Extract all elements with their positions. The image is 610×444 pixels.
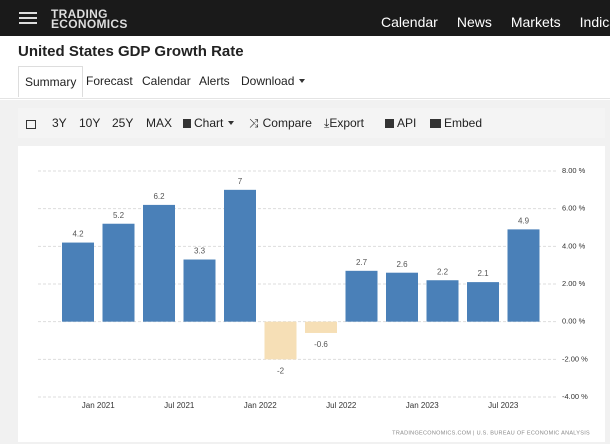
calendar-icon[interactable] bbox=[26, 117, 39, 131]
logo-line: ECONOMICS bbox=[51, 17, 128, 31]
y-tick-label: -2.00 % bbox=[562, 354, 588, 363]
bar bbox=[305, 321, 337, 333]
menu-icon[interactable] bbox=[19, 12, 37, 14]
tool-label: API bbox=[397, 116, 417, 130]
logo[interactable]: TRADING ECONOMICS bbox=[51, 7, 128, 31]
bar bbox=[143, 204, 175, 322]
tool-button[interactable]: Chart bbox=[183, 116, 235, 130]
export-icon: ⤓ bbox=[324, 116, 330, 130]
nav-item[interactable]: News bbox=[456, 14, 492, 30]
x-tick-label: Jul 2022 bbox=[326, 401, 357, 410]
tab[interactable]: Download bbox=[241, 74, 306, 88]
bar bbox=[467, 282, 499, 322]
tool-button[interactable]: 25Y bbox=[112, 116, 134, 130]
y-tick-label: 2.00 % bbox=[562, 279, 586, 288]
value-label: 6.2 bbox=[153, 192, 165, 201]
chart: TRADINGECONOMICS.COM | U.S. BUREAU OF EC… bbox=[38, 166, 590, 436]
value-label: 7 bbox=[238, 177, 243, 186]
tab[interactable]: Forecast bbox=[86, 74, 133, 88]
value-label: 2.7 bbox=[356, 258, 368, 267]
tool-label: Export bbox=[329, 116, 364, 130]
top-bar: TRADING ECONOMICS Calendar News Markets Indi… bbox=[0, 0, 610, 36]
y-tick-label: 6.00 % bbox=[562, 204, 586, 213]
embed-icon bbox=[430, 119, 441, 128]
value-label: 3.3 bbox=[194, 247, 206, 256]
x-tick-label: Jul 2021 bbox=[164, 401, 195, 410]
nav: Calendar News Markets Indica bbox=[381, 14, 610, 30]
dropdown-icon bbox=[228, 121, 235, 125]
bar bbox=[345, 270, 378, 322]
value-label: -2 bbox=[277, 366, 285, 375]
bar bbox=[62, 242, 94, 322]
value-label: 5.2 bbox=[113, 211, 125, 220]
logo-line: TRADING bbox=[51, 7, 108, 21]
tool-button[interactable]: ⤨ Compare bbox=[249, 116, 312, 131]
bar bbox=[264, 321, 297, 360]
dropdown-icon bbox=[299, 79, 306, 83]
value-label: 2.2 bbox=[437, 267, 449, 276]
chart-icon bbox=[183, 119, 191, 128]
y-tick-label: -4.00 % bbox=[562, 392, 588, 401]
tab-label: Download bbox=[241, 74, 295, 88]
tab[interactable]: Calendar bbox=[142, 74, 191, 88]
tool-label: Embed bbox=[444, 116, 483, 130]
x-tick-label: Jan 2023 bbox=[406, 401, 439, 410]
toolbar: 3Y 10Y 25Y MAX Chart ⤨ Compare ⤓Export AP… bbox=[18, 108, 605, 138]
tool-label: Compare bbox=[262, 116, 312, 130]
nav-item[interactable]: Indica bbox=[579, 14, 610, 30]
value-label: -0.6 bbox=[314, 340, 328, 349]
value-label: 2.6 bbox=[396, 260, 408, 269]
bar bbox=[386, 272, 418, 322]
compare-icon: ⤨ bbox=[249, 116, 259, 130]
page-title: United States GDP Growth Rate bbox=[18, 43, 244, 60]
value-label: 2.1 bbox=[477, 269, 489, 278]
tool-button[interactable]: Embed bbox=[430, 116, 482, 130]
tab[interactable]: Alerts bbox=[199, 74, 230, 88]
value-label: 4.2 bbox=[72, 230, 84, 239]
x-tick-label: Jan 2021 bbox=[82, 401, 115, 410]
tabs: Summary Forecast Calendar Alerts Downloa… bbox=[0, 64, 610, 99]
source: TRADINGECONOMICS.COM | U.S. BUREAU OF EC… bbox=[392, 430, 590, 436]
api-icon bbox=[385, 119, 394, 128]
tab[interactable]: Summary bbox=[18, 66, 84, 97]
y-tick-label: 4.00 % bbox=[562, 241, 586, 250]
bar bbox=[183, 259, 216, 322]
x-tick-label: Jan 2022 bbox=[244, 401, 277, 410]
x-tick-label: Jul 2023 bbox=[488, 401, 519, 410]
nav-item[interactable]: Calendar bbox=[381, 14, 438, 30]
y-tick-label: 0.00 % bbox=[562, 317, 586, 326]
bar bbox=[426, 280, 459, 322]
nav-item[interactable]: Markets bbox=[510, 14, 561, 30]
bar bbox=[102, 223, 135, 322]
tool-button[interactable]: 10Y bbox=[79, 116, 101, 130]
tool-label: Chart bbox=[194, 116, 224, 130]
chart-panel: TRADINGECONOMICS.COM | U.S. BUREAU OF EC… bbox=[18, 146, 605, 442]
bar bbox=[224, 189, 256, 322]
tool-button[interactable]: ⤓Export bbox=[324, 116, 364, 131]
value-label: 4.9 bbox=[518, 216, 530, 225]
tool-button[interactable]: 3Y bbox=[52, 116, 67, 130]
y-tick-label: 8.00 % bbox=[562, 166, 586, 175]
bar bbox=[507, 229, 540, 322]
tool-button[interactable]: API bbox=[385, 116, 416, 130]
tool-button[interactable]: MAX bbox=[146, 116, 173, 130]
